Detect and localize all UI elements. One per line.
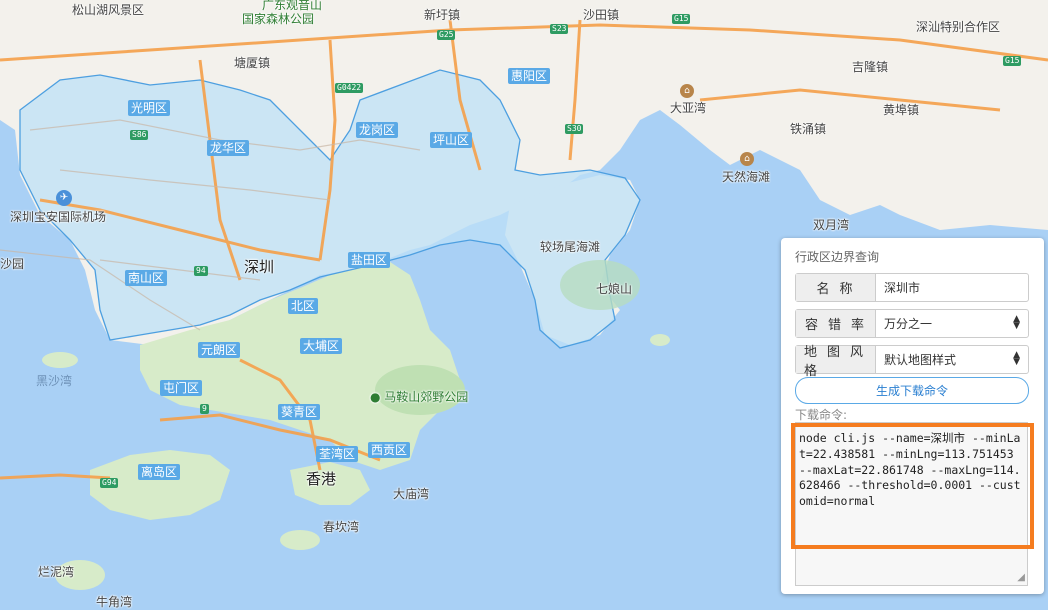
place-guanyinshan: 广东观音山 (262, 0, 323, 12)
road-shield: G94 (100, 478, 119, 488)
place-xinxu: 新圩镇 (424, 8, 461, 22)
place-maanshan: ● 马鞍山郊野公园 (370, 390, 469, 404)
district-nanshan: 南山区 (125, 270, 168, 286)
name-row: 名称 深圳市 (795, 273, 1029, 302)
district-tuenmun: 屯门区 (160, 380, 203, 396)
download-command-textarea[interactable]: node cli.js --name=深圳市 --minLat=22.43858… (795, 422, 1028, 586)
download-command-label: 下载命令: (795, 408, 848, 422)
style-row: 地图风格 默认地图样式 ▲ ▼ (795, 345, 1029, 379)
road-shield: S23 (550, 24, 569, 34)
road-shield: G15 (672, 14, 691, 24)
place-jiaochangwei: 较场尾海滩 (540, 240, 601, 254)
place-tangxia: 塘厦镇 (234, 56, 271, 70)
place-tieyong: 铁涌镇 (790, 122, 827, 136)
road-shield: G15 (1003, 56, 1022, 66)
district-tsuenwan: 荃湾区 (316, 446, 359, 462)
place-jilong: 吉隆镇 (852, 60, 889, 74)
road-shield: S30 (565, 124, 584, 134)
style-label: 地图风格 (796, 345, 876, 379)
place-airport: 深圳宝安国际机场 (10, 210, 107, 224)
select-arrows-icon: ▲ ▼ (1013, 350, 1020, 367)
place-songshanhu: 松山湖风景区 (72, 3, 145, 17)
district-north: 北区 (288, 298, 319, 314)
generate-command-button[interactable]: 生成下载命令 (795, 377, 1029, 404)
district-yantian: 盐田区 (348, 252, 391, 268)
place-tianran: 天然海滩 (722, 170, 771, 184)
place-damiaowan: 大庙湾 (393, 487, 430, 501)
command-highlight-box (791, 423, 1034, 549)
landmark-icon: ⌂ (740, 152, 754, 166)
place-qiniangshan: 七娘山 (596, 282, 633, 296)
district-longgang: 龙岗区 (356, 122, 399, 138)
road-shield: G25 (437, 30, 456, 40)
panel-title: 行政区边界查询 (795, 250, 880, 264)
place-chunkanwan: 春坎湾 (323, 520, 360, 534)
place-shatian: 沙田镇 (583, 8, 620, 22)
name-input[interactable]: 深圳市 (884, 281, 921, 295)
select-arrows-icon: ▲ ▼ (1013, 314, 1020, 331)
place-dayawan: 大亚湾 (670, 101, 707, 115)
district-islands: 离岛区 (138, 464, 181, 480)
place-hongkong: 香港 (306, 470, 337, 488)
airport-icon: ✈ (56, 190, 72, 206)
resize-handle-icon[interactable]: ◢ (1017, 572, 1025, 583)
threshold-row: 容错率 万分之一 ▲ ▼ (795, 309, 1029, 338)
district-saikung: 西贡区 (368, 442, 411, 458)
place-lanniwan: 烂泥湾 (38, 565, 75, 579)
district-pingshan: 坪山区 (430, 132, 473, 148)
road-shield: G0422 (335, 83, 364, 93)
place-forest-park: 国家森林公园 (242, 12, 315, 26)
landmark-icon: ⌂ (680, 84, 694, 98)
style-value: 默认地图样式 (884, 353, 957, 367)
place-shenshan: 深汕特别合作区 (916, 20, 1001, 34)
threshold-value: 万分之一 (884, 317, 933, 331)
district-huiyang: 惠阳区 (508, 68, 551, 84)
district-longhua: 龙华区 (207, 140, 250, 156)
road-shield: 94 (194, 266, 208, 276)
place-heishawan: 黑沙湾 (36, 374, 73, 388)
style-select[interactable]: 默认地图样式 ▲ ▼ (876, 346, 1028, 373)
road-shield: 9 (200, 404, 209, 414)
place-shenzhen: 深圳 (244, 258, 275, 276)
place-huangbu: 黄埠镇 (883, 103, 920, 117)
boundary-query-panel: 行政区边界查询 名称 深圳市 容错率 万分之一 ▲ ▼ 地图风格 默认地图样式 ▲… (781, 238, 1044, 594)
district-yuenlong: 元朗区 (198, 342, 241, 358)
district-kwaitsing: 葵青区 (278, 404, 321, 420)
place-shayuan: 沙园 (0, 257, 25, 271)
name-label: 名称 (796, 274, 876, 301)
threshold-select[interactable]: 万分之一 ▲ ▼ (876, 310, 1028, 337)
district-guangming: 光明区 (128, 100, 171, 116)
road-shield: S86 (130, 130, 149, 140)
place-niujiaowan: 牛角湾 (96, 595, 133, 609)
command-text: node cli.js --name=深圳市 --minLat=22.43858… (799, 431, 1021, 509)
district-taipo: 大埔区 (300, 338, 343, 354)
place-shuangyue: 双月湾 (813, 218, 850, 232)
threshold-label: 容错率 (796, 310, 876, 337)
